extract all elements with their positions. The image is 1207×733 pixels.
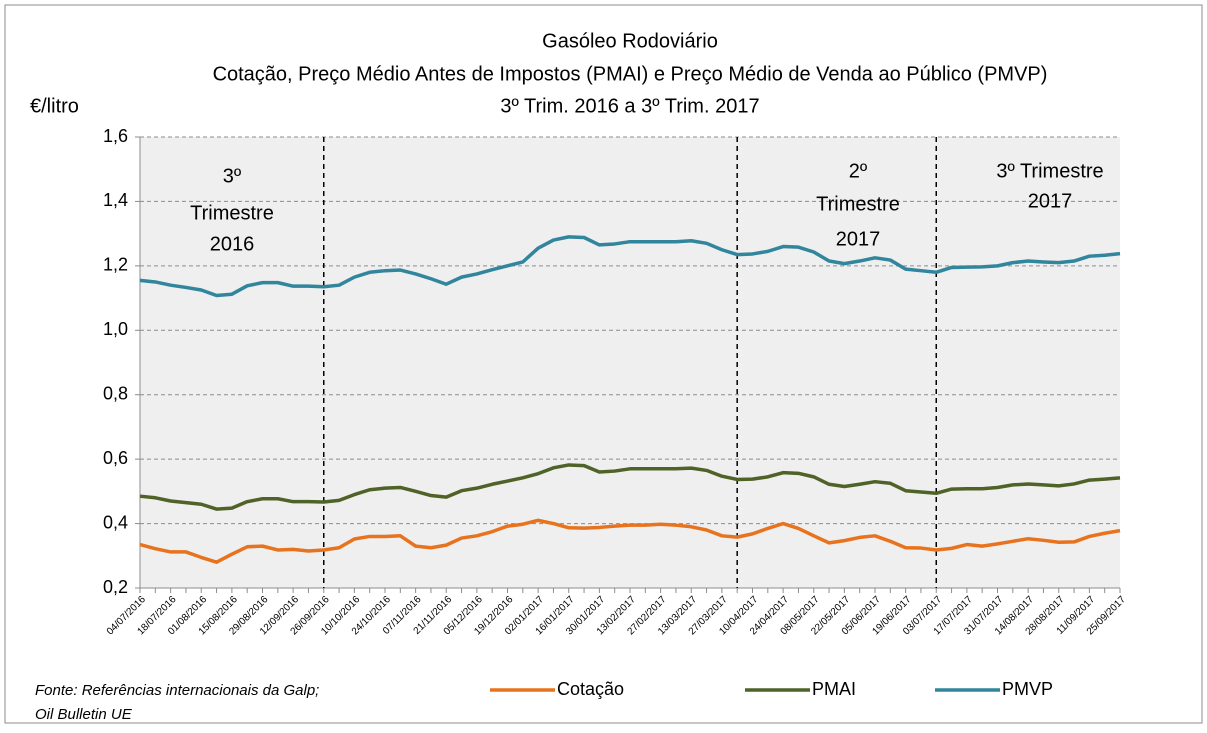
annotation: 2017 — [1028, 190, 1073, 212]
annotation: 2016 — [210, 233, 255, 255]
plot-area — [140, 137, 1120, 588]
y-tick-label: 1,4 — [103, 190, 128, 210]
y-tick-label: 0,8 — [103, 383, 128, 403]
y-tick-label: 1,0 — [103, 319, 128, 339]
annotation: 2º — [849, 160, 868, 182]
y-tick-label: 1,6 — [103, 126, 128, 146]
y-axis-label: €/litro — [30, 95, 79, 117]
legend-label: PMAI — [812, 679, 856, 699]
y-tick-label: 1,2 — [103, 255, 128, 275]
series-line — [139, 235, 1121, 298]
source: Oil Bulletin UE — [35, 706, 133, 723]
y-tick-label: 0,4 — [103, 512, 128, 532]
legend-label: PMVP — [1002, 679, 1053, 699]
y-tick-label: 0,2 — [103, 577, 128, 597]
annotation: 3º Trimestre — [996, 160, 1103, 182]
y-tick-label: 0,6 — [103, 448, 128, 468]
source: Fonte: Referências internacionais da Gal… — [35, 682, 319, 699]
chart-subtitle: Cotação, Preço Médio Antes de Impostos (… — [213, 63, 1048, 85]
annotation: Trimestre — [816, 193, 900, 215]
chart-title: Gasóleo Rodoviário — [542, 30, 718, 52]
annotation: 3º — [223, 165, 242, 187]
chart-subtitle: 3º Trim. 2016 a 3º Trim. 2017 — [500, 95, 759, 117]
series-line — [139, 518, 1121, 564]
annotation: Trimestre — [190, 202, 274, 224]
series-line — [139, 463, 1121, 511]
legend-label: Cotação — [557, 679, 624, 699]
annotation: 2017 — [836, 228, 881, 250]
